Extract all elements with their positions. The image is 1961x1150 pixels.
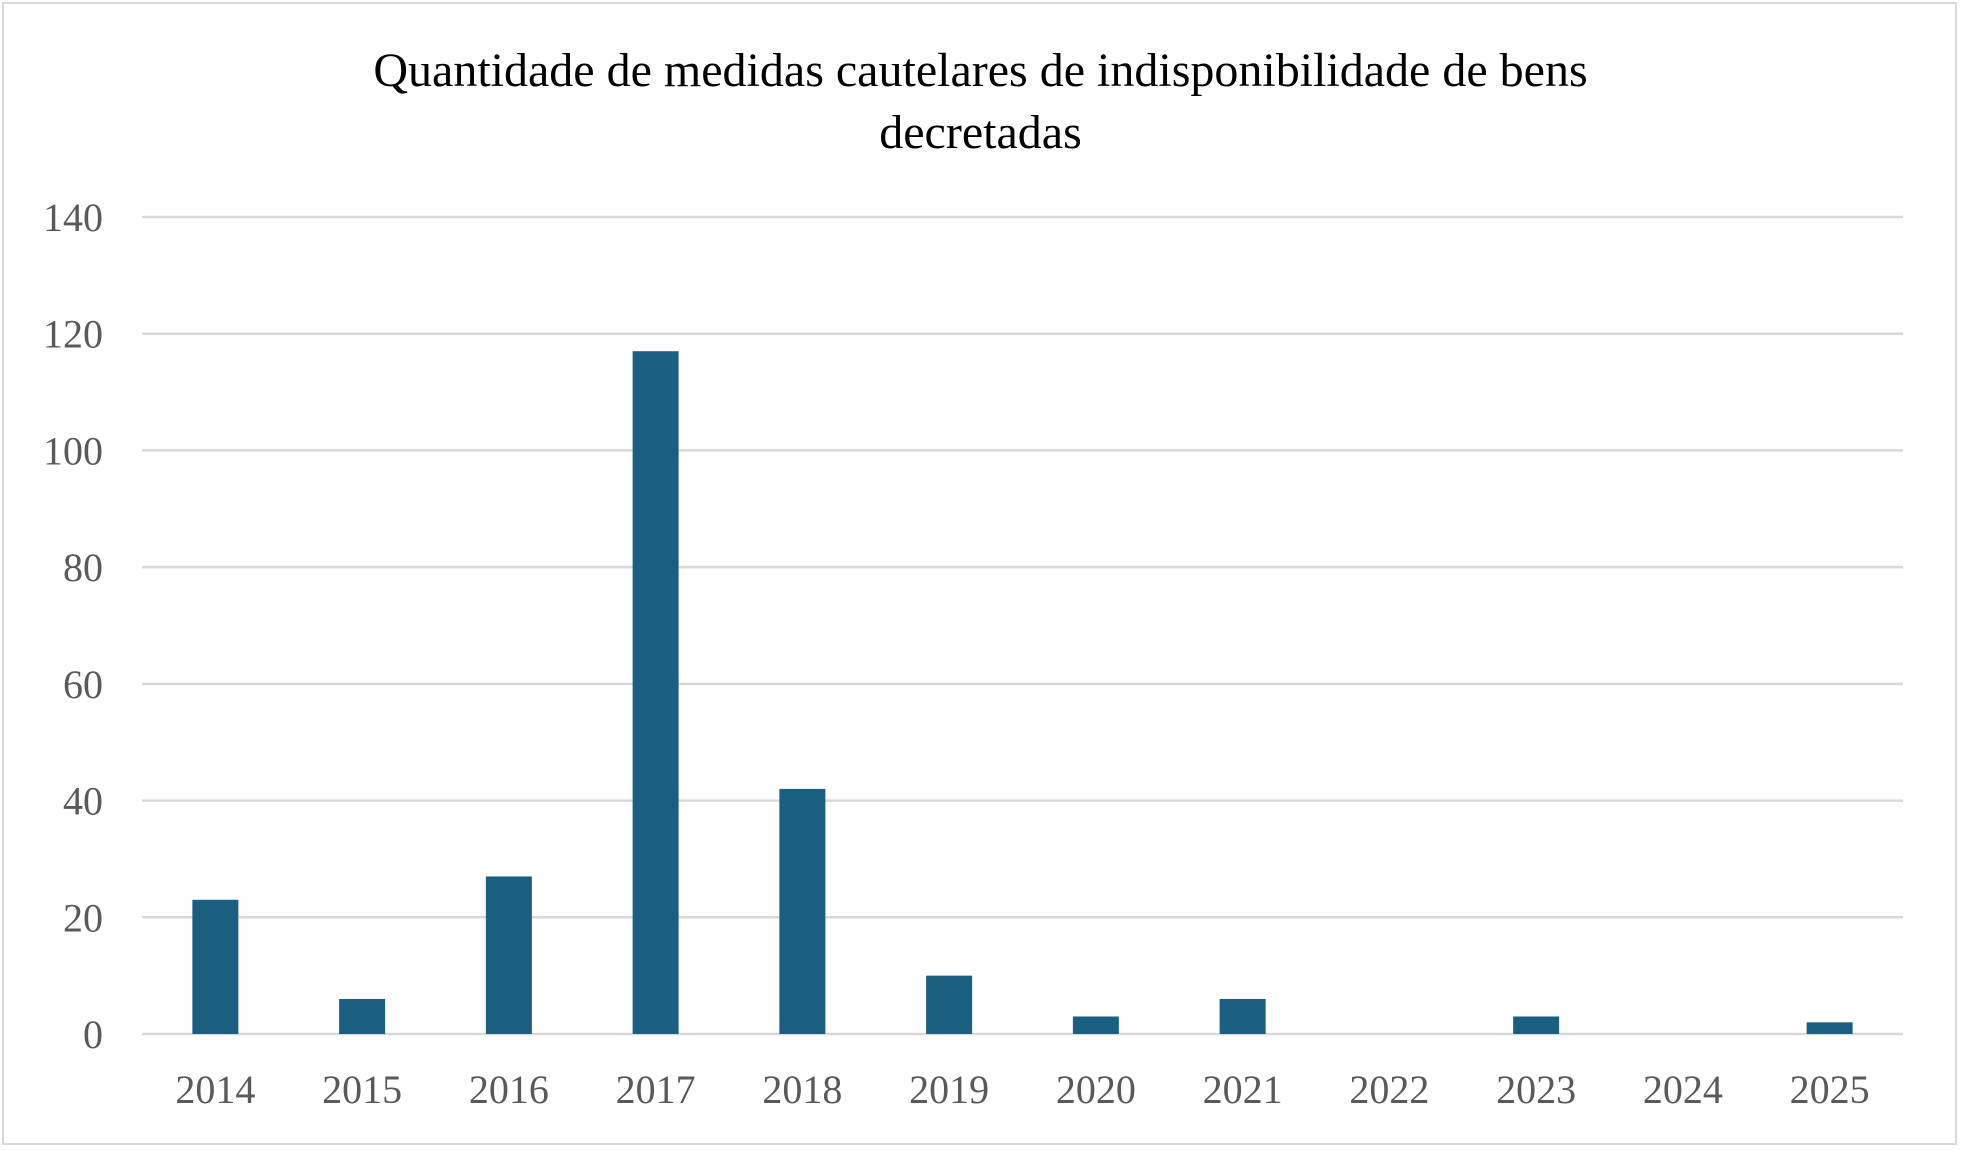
chart-title-line1: Quantidade de medidas cautelares de indi… [373, 44, 1588, 97]
x-tick-label: 2024 [1643, 1067, 1723, 1112]
x-tick-label: 2022 [1349, 1067, 1429, 1112]
y-tick-label: 0 [83, 1012, 103, 1057]
x-tick-label: 2018 [762, 1067, 842, 1112]
bar-2023 [1513, 1016, 1560, 1034]
bar-2015 [339, 998, 386, 1034]
x-tick-label: 2025 [1790, 1067, 1870, 1112]
x-tick-label: 2020 [1056, 1067, 1136, 1112]
y-tick-label: 140 [43, 195, 103, 240]
bar-2025 [1806, 1022, 1853, 1034]
x-tick-label: 2019 [909, 1067, 989, 1112]
chart-title-line2: decretadas [879, 106, 1082, 159]
x-tick-label: 2016 [469, 1067, 549, 1112]
bar-2016 [485, 876, 532, 1034]
y-tick-label: 100 [43, 428, 103, 473]
y-tick-label: 20 [63, 895, 103, 940]
x-tick-label: 2015 [322, 1067, 402, 1112]
x-tick-label: 2023 [1496, 1067, 1576, 1112]
bar-2018 [779, 788, 826, 1034]
bar-2017 [632, 351, 679, 1034]
y-tick-label: 80 [63, 545, 103, 590]
bar-2019 [926, 975, 973, 1034]
x-tick-label: 2014 [175, 1067, 255, 1112]
y-tick-label: 60 [63, 662, 103, 707]
y-tick-label: 40 [63, 779, 103, 824]
x-tick-label: 2017 [616, 1067, 696, 1112]
y-tick-label: 120 [43, 312, 103, 357]
chart-title: Quantidade de medidas cautelares de indi… [0, 40, 1961, 164]
x-tick-label: 2021 [1203, 1067, 1283, 1112]
bar-2020 [1072, 1016, 1119, 1034]
bar-2021 [1219, 998, 1266, 1034]
bar-2014 [192, 899, 239, 1034]
